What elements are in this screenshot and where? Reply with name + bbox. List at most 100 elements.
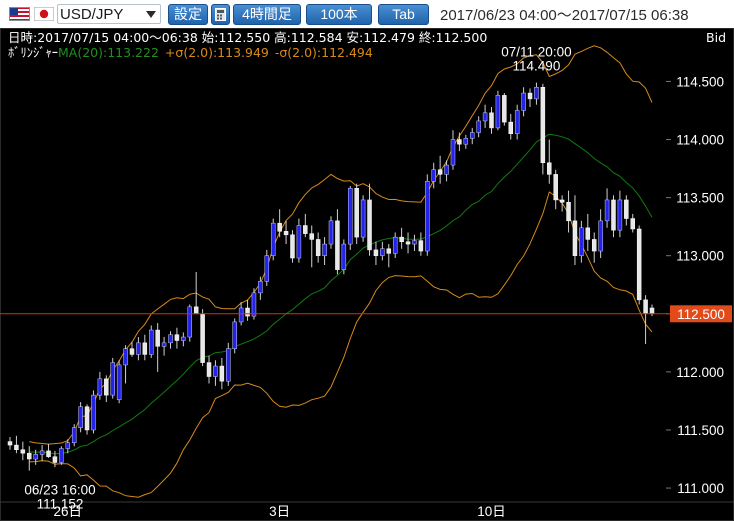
candle-body-down bbox=[418, 240, 424, 252]
settings-button[interactable]: 設定 bbox=[168, 4, 208, 25]
candle-body-up bbox=[91, 394, 96, 431]
candle bbox=[123, 345, 128, 384]
bollinger-name: ﾎﾞﾘﾝｼﾞｬｰ bbox=[8, 45, 58, 60]
bar-count-button[interactable]: 100本 bbox=[306, 4, 372, 25]
y-tick-label: 111.500 bbox=[677, 423, 724, 438]
candle-body-up bbox=[521, 92, 526, 111]
candle-body-down bbox=[290, 234, 295, 259]
high-value-annotation: 114.490 bbox=[513, 59, 561, 74]
candle bbox=[527, 88, 533, 107]
candle bbox=[348, 186, 353, 250]
candle-body-down bbox=[502, 95, 507, 123]
calculator-button[interactable] bbox=[211, 4, 230, 25]
candle bbox=[412, 234, 417, 252]
chart-background bbox=[0, 28, 734, 521]
candle-body-down bbox=[611, 199, 616, 231]
candle bbox=[630, 213, 635, 233]
candle bbox=[116, 360, 122, 404]
candles bbox=[7, 82, 655, 471]
candle bbox=[380, 241, 385, 261]
candle-body-down bbox=[508, 121, 514, 134]
candle-body-up bbox=[33, 454, 38, 460]
candle-body-up bbox=[136, 342, 141, 355]
candle-body-down bbox=[52, 456, 58, 463]
y-tick-label: 114.000 bbox=[676, 133, 724, 148]
japan-flag-icon bbox=[34, 7, 54, 21]
candle-body-up bbox=[598, 220, 603, 252]
candle bbox=[303, 213, 308, 238]
candle bbox=[457, 132, 462, 152]
candle-body-down bbox=[104, 378, 109, 396]
currency-pair-select[interactable]: USD/JPY bbox=[57, 4, 161, 24]
candle bbox=[482, 104, 488, 128]
candle-body-down bbox=[277, 222, 282, 232]
candle bbox=[322, 237, 327, 265]
y-axis: 114.500 114.000 113.500 113.000 112.000 111.5… bbox=[666, 74, 724, 496]
candle-body-down bbox=[335, 220, 340, 270]
toolbar: USD/JPY 設定 4時間足 100本 Tab 2017/06/23 04:0… bbox=[0, 0, 734, 28]
candle bbox=[367, 183, 372, 256]
price-chart[interactable]: 日時:2017/07/15 04:00～06:38 始:112.550 高:11… bbox=[0, 28, 734, 521]
candle-body-down bbox=[630, 218, 635, 230]
candle bbox=[46, 443, 51, 458]
upper-band-value: +σ(2.0):113.949 bbox=[165, 45, 269, 60]
x-axis: 26日 3日 10日 bbox=[54, 504, 506, 519]
candle bbox=[315, 232, 321, 263]
candle-body-down bbox=[572, 220, 578, 256]
candle bbox=[232, 318, 237, 354]
candle bbox=[392, 232, 398, 259]
candle-body-down bbox=[27, 452, 32, 460]
low-time-annotation: 06/23 16:00 bbox=[24, 483, 95, 498]
candle bbox=[476, 116, 481, 138]
candle-body-down bbox=[142, 342, 148, 355]
candle bbox=[91, 390, 96, 434]
candle-body-down bbox=[303, 225, 308, 234]
candle bbox=[572, 195, 578, 265]
candle-body-down bbox=[386, 248, 392, 254]
candle-body-down bbox=[155, 329, 160, 347]
candle-body-down bbox=[200, 313, 205, 363]
candle-body-up bbox=[148, 329, 154, 355]
y-tick-label: 114.500 bbox=[676, 74, 724, 89]
candle-body-down bbox=[315, 239, 321, 256]
y-tick-label: 113.500 bbox=[676, 191, 724, 206]
candle-body-up bbox=[213, 365, 218, 377]
candle-body-up bbox=[123, 348, 128, 366]
timeframe-button[interactable]: 4時間足 bbox=[233, 4, 301, 25]
candle bbox=[270, 218, 276, 261]
candle-body-down bbox=[354, 188, 359, 238]
candle bbox=[360, 195, 366, 242]
candle-body-up bbox=[469, 132, 475, 139]
current-price-label: 112.500 bbox=[677, 307, 725, 322]
candle-body-up bbox=[226, 348, 231, 382]
candle-body-down bbox=[643, 299, 648, 315]
candle bbox=[104, 375, 109, 403]
lower-band-line bbox=[29, 191, 653, 498]
candle-body-down bbox=[129, 348, 135, 355]
candle bbox=[78, 402, 83, 433]
candle-body-down bbox=[193, 306, 199, 315]
candle bbox=[444, 160, 449, 182]
bid-label: Bid bbox=[706, 30, 726, 45]
candle bbox=[14, 435, 19, 454]
candle-body-down bbox=[405, 241, 411, 245]
candle bbox=[399, 227, 404, 249]
candle-body-up bbox=[71, 427, 77, 444]
candle-body-down bbox=[585, 227, 591, 240]
candle-body-down bbox=[591, 239, 597, 252]
tab-button[interactable]: Tab bbox=[378, 4, 429, 25]
candle bbox=[617, 190, 623, 238]
candle-body-up bbox=[392, 236, 398, 254]
candle-body-down bbox=[399, 236, 404, 243]
candle bbox=[168, 331, 173, 349]
candle-body-up bbox=[251, 292, 257, 317]
candle-body-up bbox=[348, 188, 353, 245]
candle-body-up bbox=[328, 220, 334, 245]
candle bbox=[7, 436, 13, 450]
candle-body-up bbox=[534, 87, 539, 100]
candle bbox=[534, 82, 539, 105]
candle bbox=[521, 87, 526, 117]
candle bbox=[283, 220, 289, 245]
candle bbox=[611, 195, 616, 238]
